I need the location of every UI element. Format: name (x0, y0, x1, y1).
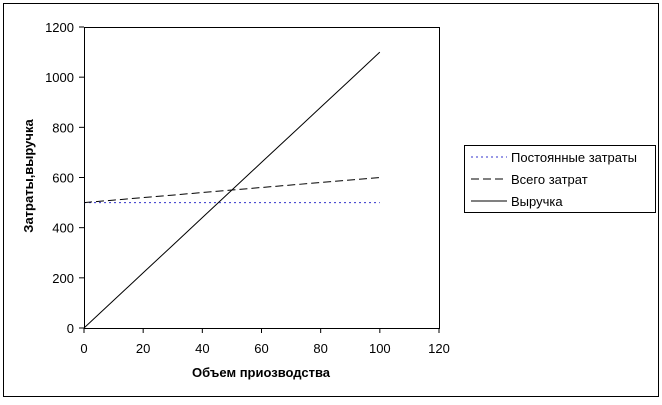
y-tick-label: 1000 (45, 70, 74, 85)
y-tick-label: 0 (67, 321, 74, 336)
x-tick-label: 0 (80, 341, 87, 356)
y-axis-ticks: 0 200 400 600 800 1000 1200 (45, 20, 84, 336)
x-axis-ticks: 0 20 40 60 80 100 120 (80, 328, 450, 356)
x-axis-title: Объем приозводства (192, 365, 331, 380)
x-tick-label: 40 (195, 341, 209, 356)
series-layer (83, 51, 381, 329)
legend-label-1: Постоянные затраты (511, 150, 637, 165)
plot-area (84, 27, 440, 329)
x-tick-label: 100 (369, 341, 391, 356)
y-tick-label: 200 (52, 271, 74, 286)
x-tick-label: 120 (428, 341, 450, 356)
y-tick-label: 400 (52, 221, 74, 236)
y-tick-label: 800 (52, 120, 74, 135)
y-axis-title: Затраты,выручка (21, 119, 36, 233)
y-tick-label: 600 (52, 171, 74, 186)
legend-label-3: Выручка (511, 194, 563, 209)
legend-label-2: Всего затрат (511, 172, 588, 187)
x-tick-label: 80 (313, 341, 327, 356)
y-tick-label: 1200 (45, 20, 74, 35)
x-tick-label: 60 (254, 341, 268, 356)
legend: Постоянные затраты Всего затрат Выручка (464, 145, 656, 213)
series-line-3 (83, 51, 381, 329)
x-tick-label: 20 (136, 341, 150, 356)
